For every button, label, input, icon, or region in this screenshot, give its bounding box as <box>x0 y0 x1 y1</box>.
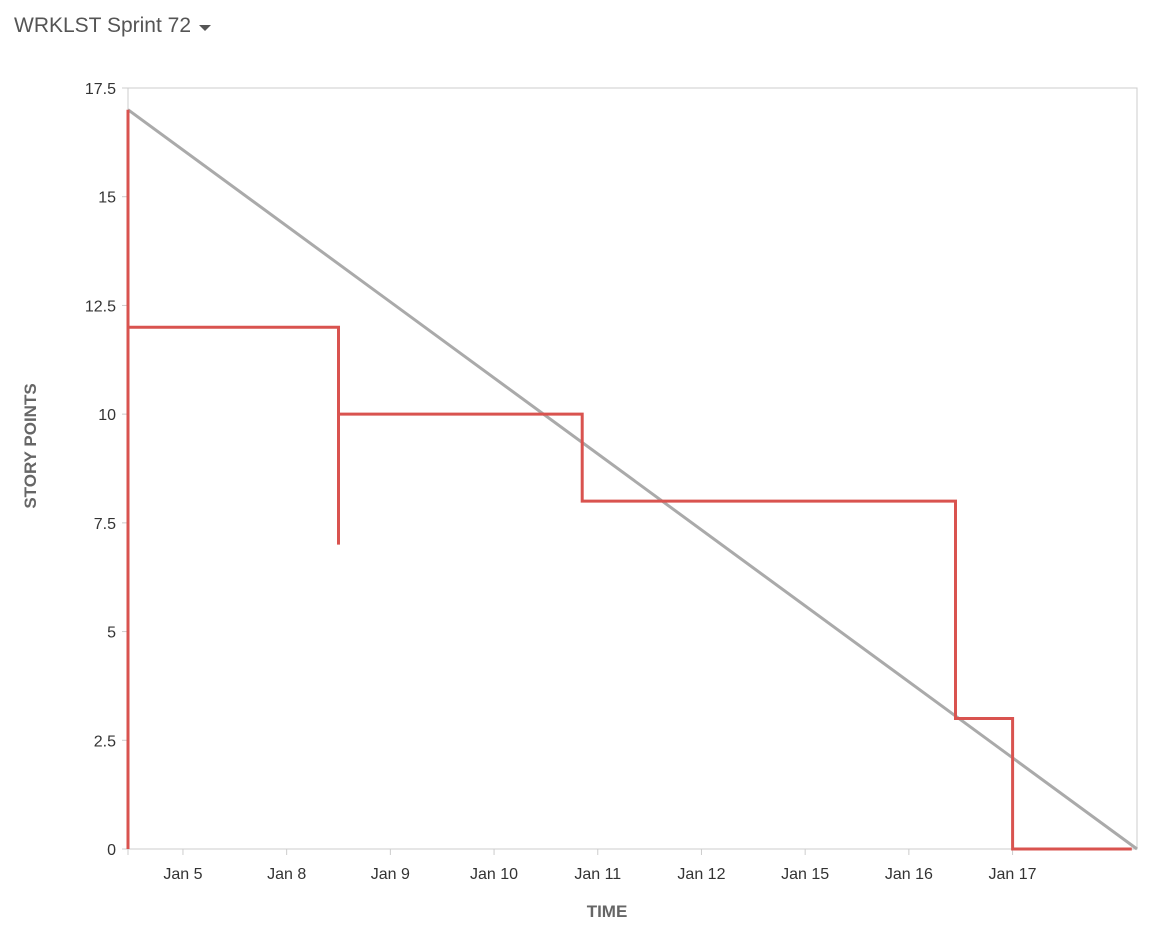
y-axis-ticks: 0 2.5 5 7.5 10 12.5 15 17.5 <box>85 81 128 859</box>
y-tick-label: 15 <box>98 190 116 207</box>
sprint-name: WRKLST Sprint 72 <box>14 14 192 37</box>
y-tick-label: 0 <box>107 842 116 859</box>
x-tick-label: Jan 9 <box>371 866 410 883</box>
y-axis-title: STORY POINTS <box>21 383 40 508</box>
x-axis-title: TIME <box>587 902 628 921</box>
plot-frame <box>127 87 1138 850</box>
sprint-selector[interactable]: WRKLST Sprint 72 <box>14 14 212 38</box>
x-tick-label: Jan 17 <box>989 866 1037 883</box>
x-tick-label: Jan 16 <box>885 866 933 883</box>
series-group <box>126 108 1138 851</box>
caret-down-icon <box>199 24 212 31</box>
y-tick-label: 5 <box>107 625 116 642</box>
x-tick-label: Jan 10 <box>470 866 518 883</box>
x-tick-label: Jan 5 <box>163 866 202 883</box>
y-tick-label: 17.5 <box>85 81 116 98</box>
x-tick-label: Jan 12 <box>677 866 725 883</box>
y-tick-label: 12.5 <box>85 298 116 315</box>
y-tick-label: 2.5 <box>94 733 116 750</box>
ideal-burndown-line <box>127 108 1138 851</box>
y-tick-label: 10 <box>98 407 116 424</box>
x-tick-label: Jan 11 <box>574 866 621 883</box>
y-tick-label: 7.5 <box>94 516 116 533</box>
x-axis-ticks: Jan 5 Jan 8 Jan 9 Jan 10 Jan 11 Jan 12 Jan 15 J… <box>163 849 1037 883</box>
actual-burndown-line <box>126 109 1132 851</box>
x-tick-label: Jan 8 <box>267 866 306 883</box>
x-tick-label: Jan 15 <box>781 866 829 883</box>
